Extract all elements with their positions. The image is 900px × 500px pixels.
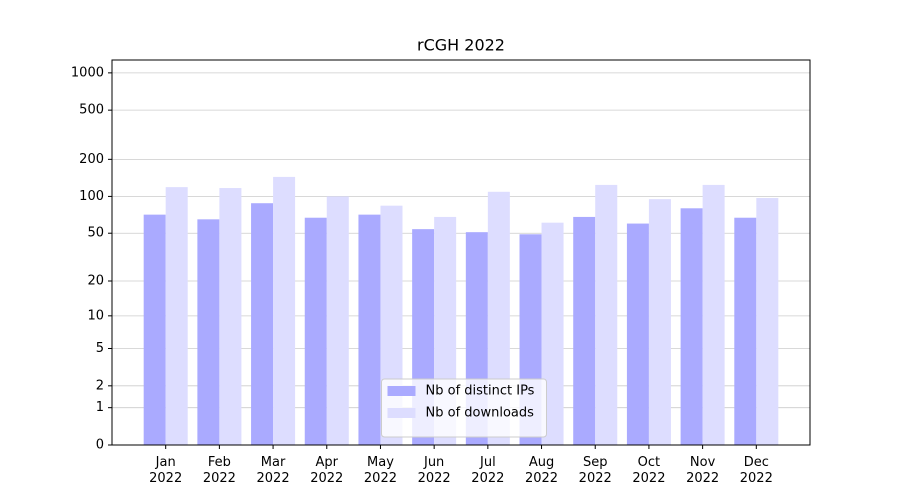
x-tick-label: Jun 2022 <box>418 455 451 486</box>
bar <box>304 217 327 445</box>
x-tick-label: Jan 2022 <box>149 455 182 486</box>
x-tick-label: Sep 2022 <box>579 455 612 486</box>
plot-frame <box>111 59 811 446</box>
y-tick-label: 0 <box>96 438 104 453</box>
legend-swatch <box>387 386 416 396</box>
bar <box>358 214 381 445</box>
y-tick-label: 1 <box>96 400 104 415</box>
y-tick-label: 500 <box>79 103 104 118</box>
x-tick-label: Oct 2022 <box>632 455 665 486</box>
chart-title: rCGH 2022 <box>417 36 505 55</box>
bar <box>541 222 564 445</box>
y-tick-label: 100 <box>79 189 104 204</box>
bar <box>197 219 220 445</box>
bar <box>219 188 242 445</box>
bar <box>573 216 596 445</box>
bar <box>143 214 166 445</box>
legend: Nb of distinct IPs Nb of downloads <box>381 378 547 438</box>
bar <box>756 198 779 445</box>
y-tick-label: 2 <box>96 378 104 393</box>
x-tick-label: Mar 2022 <box>257 455 290 486</box>
y-tick-label: 200 <box>79 152 104 167</box>
bar <box>273 176 296 445</box>
y-tick-label: 20 <box>87 274 104 289</box>
bar <box>165 187 188 445</box>
bar <box>326 196 349 445</box>
x-tick-label: Aug 2022 <box>525 455 558 486</box>
bar <box>251 203 274 445</box>
bar <box>734 217 757 445</box>
x-tick-label: Dec 2022 <box>740 455 773 486</box>
y-tick-label: 1000 <box>71 65 104 80</box>
bar <box>680 208 703 445</box>
x-tick-label: Jul 2022 <box>471 455 504 486</box>
legend-label: Nb of downloads <box>426 406 535 421</box>
x-tick-label: Nov 2022 <box>686 455 719 486</box>
x-tick-label: Apr 2022 <box>310 455 343 486</box>
legend-box <box>381 378 547 438</box>
y-tick-label: 10 <box>87 308 104 323</box>
y-tick-label: 5 <box>96 341 104 356</box>
x-tick-label: Feb 2022 <box>203 455 236 486</box>
bar <box>648 199 671 445</box>
x-tick-label: May 2022 <box>364 455 397 486</box>
y-tick-label: 50 <box>87 226 104 241</box>
bar <box>595 184 618 445</box>
legend-label: Nb of distinct IPs <box>426 384 535 399</box>
legend-swatch <box>387 408 416 418</box>
bar <box>702 184 725 445</box>
bar <box>626 223 649 445</box>
